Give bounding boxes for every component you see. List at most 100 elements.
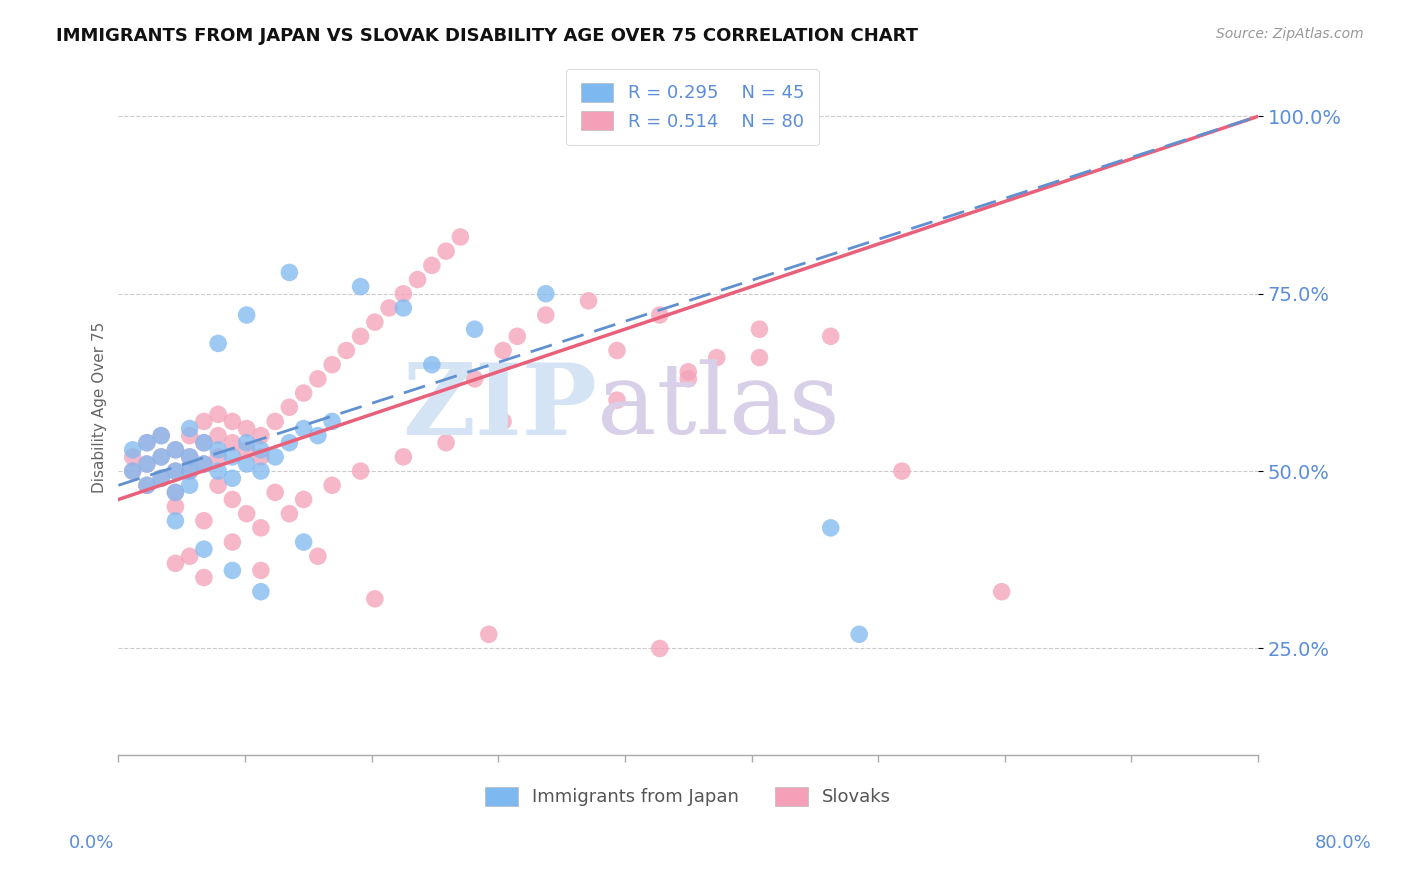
Point — [193, 514, 215, 528]
Point — [321, 358, 343, 372]
Text: atlas: atlas — [598, 359, 839, 455]
Point — [121, 464, 143, 478]
Point — [648, 641, 671, 656]
Point — [179, 464, 201, 478]
Point — [221, 471, 243, 485]
Point — [136, 435, 159, 450]
Point — [179, 421, 201, 435]
Point — [349, 464, 371, 478]
Point — [278, 435, 301, 450]
Point — [207, 336, 229, 351]
Point — [392, 450, 415, 464]
Point — [890, 464, 912, 478]
Point — [250, 584, 273, 599]
Point — [150, 471, 173, 485]
Point — [606, 393, 628, 408]
Point — [235, 442, 257, 457]
Point — [193, 435, 215, 450]
Point — [292, 386, 315, 401]
Point — [292, 535, 315, 549]
Point — [136, 457, 159, 471]
Point — [648, 308, 671, 322]
Text: Source: ZipAtlas.com: Source: ZipAtlas.com — [1216, 27, 1364, 41]
Point — [264, 414, 287, 428]
Point — [150, 450, 173, 464]
Text: 80.0%: 80.0% — [1315, 834, 1371, 852]
Legend: Immigrants from Japan, Slovaks: Immigrants from Japan, Slovaks — [477, 778, 900, 815]
Point — [292, 421, 315, 435]
Point — [193, 414, 215, 428]
Point — [121, 442, 143, 457]
Point — [179, 450, 201, 464]
Point — [335, 343, 357, 358]
Text: ZIP: ZIP — [402, 359, 598, 456]
Point — [264, 450, 287, 464]
Point — [235, 421, 257, 435]
Point — [221, 492, 243, 507]
Point — [150, 428, 173, 442]
Point — [235, 308, 257, 322]
Point — [278, 401, 301, 415]
Point — [165, 485, 187, 500]
Point — [406, 272, 429, 286]
Point — [207, 408, 229, 422]
Point — [235, 457, 257, 471]
Point — [420, 358, 443, 372]
Point — [434, 435, 457, 450]
Point — [250, 442, 273, 457]
Point — [321, 414, 343, 428]
Point — [235, 507, 257, 521]
Point — [221, 435, 243, 450]
Point — [434, 244, 457, 259]
Point — [179, 428, 201, 442]
Point — [349, 279, 371, 293]
Point — [449, 230, 471, 244]
Point — [392, 286, 415, 301]
Point — [150, 471, 173, 485]
Y-axis label: Disability Age Over 75: Disability Age Over 75 — [93, 322, 107, 493]
Point — [250, 428, 273, 442]
Point — [193, 435, 215, 450]
Point — [179, 464, 201, 478]
Point — [478, 627, 501, 641]
Point — [221, 450, 243, 464]
Point — [264, 485, 287, 500]
Point — [678, 365, 700, 379]
Point — [307, 549, 329, 564]
Point — [207, 478, 229, 492]
Point — [820, 329, 842, 343]
Point — [165, 514, 187, 528]
Point — [207, 428, 229, 442]
Point — [578, 293, 600, 308]
Point — [179, 549, 201, 564]
Point — [121, 464, 143, 478]
Point — [321, 478, 343, 492]
Point — [165, 557, 187, 571]
Point — [165, 485, 187, 500]
Point — [179, 450, 201, 464]
Point — [207, 442, 229, 457]
Point — [278, 507, 301, 521]
Point — [221, 564, 243, 578]
Point — [250, 450, 273, 464]
Point — [307, 428, 329, 442]
Point — [179, 478, 201, 492]
Point — [748, 351, 770, 365]
Point — [150, 428, 173, 442]
Point — [292, 492, 315, 507]
Point — [534, 286, 557, 301]
Point — [364, 591, 387, 606]
Point — [165, 442, 187, 457]
Point — [464, 372, 486, 386]
Point — [193, 457, 215, 471]
Point — [136, 457, 159, 471]
Point — [136, 478, 159, 492]
Point — [235, 435, 257, 450]
Text: IMMIGRANTS FROM JAPAN VS SLOVAK DISABILITY AGE OVER 75 CORRELATION CHART: IMMIGRANTS FROM JAPAN VS SLOVAK DISABILI… — [56, 27, 918, 45]
Point — [534, 414, 557, 428]
Point — [492, 343, 515, 358]
Point — [464, 322, 486, 336]
Text: 0.0%: 0.0% — [69, 834, 114, 852]
Point — [420, 258, 443, 272]
Point — [165, 500, 187, 514]
